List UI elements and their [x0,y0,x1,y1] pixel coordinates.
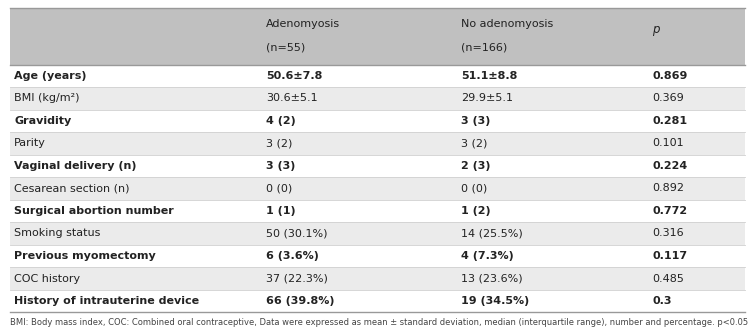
Bar [10,132,745,155]
Bar [10,110,745,132]
Text: p: p [652,23,660,36]
Text: History of intrauterine device: History of intrauterine device [14,296,200,306]
Text: 66 (39.8%): 66 (39.8%) [266,296,334,306]
Text: Vaginal delivery (n): Vaginal delivery (n) [14,161,136,171]
Text: 4 (2): 4 (2) [266,116,296,126]
Text: 29.9±5.1: 29.9±5.1 [461,94,513,103]
Text: 1 (2): 1 (2) [461,206,490,216]
Text: 6 (3.6%): 6 (3.6%) [266,251,320,261]
Text: (n=55): (n=55) [266,43,305,53]
Text: 3 (2): 3 (2) [461,138,488,148]
Text: (n=166): (n=166) [461,43,508,53]
Bar [10,222,745,245]
Bar [10,64,745,87]
Text: Gravidity: Gravidity [14,116,71,126]
Text: 0.369: 0.369 [652,94,684,103]
Text: 3 (2): 3 (2) [266,138,292,148]
Bar [10,87,745,110]
Text: 0.869: 0.869 [652,71,688,81]
Text: 37 (22.3%): 37 (22.3%) [266,274,328,284]
Text: COC history: COC history [14,274,80,284]
Text: 0.316: 0.316 [652,228,684,238]
Bar [10,155,745,177]
Text: 0.772: 0.772 [652,206,688,216]
Text: 0.101: 0.101 [652,138,684,148]
Text: 19 (34.5%): 19 (34.5%) [461,296,530,306]
Text: Surgical abortion number: Surgical abortion number [14,206,174,216]
Text: 50 (30.1%): 50 (30.1%) [266,228,328,238]
Text: 3 (3): 3 (3) [461,116,490,126]
Text: 0.3: 0.3 [652,296,672,306]
Bar [10,177,745,200]
Text: 0.224: 0.224 [652,161,688,171]
Text: 0 (0): 0 (0) [461,183,488,193]
Text: BMI (kg/m²): BMI (kg/m²) [14,94,80,103]
Bar [10,267,745,290]
Bar [10,290,745,312]
Text: 0.117: 0.117 [652,251,688,261]
Text: 0.892: 0.892 [652,183,685,193]
Text: 13 (23.6%): 13 (23.6%) [461,274,523,284]
Text: Parity: Parity [14,138,46,148]
Text: Age (years): Age (years) [14,71,87,81]
Text: 4 (7.3%): 4 (7.3%) [461,251,514,261]
Text: Adenomyosis: Adenomyosis [266,18,340,28]
Text: 0 (0): 0 (0) [266,183,292,193]
Text: Previous myomectomy: Previous myomectomy [14,251,156,261]
Text: 14 (25.5%): 14 (25.5%) [461,228,523,238]
Text: BMI: Body mass index, COC: Combined oral contraceptive, Data were expressed as m: BMI: Body mass index, COC: Combined oral… [10,318,750,327]
Text: 1 (1): 1 (1) [266,206,296,216]
Bar [10,200,745,222]
Text: 0.485: 0.485 [652,274,684,284]
Bar [10,245,745,267]
Text: Cesarean section (n): Cesarean section (n) [14,183,130,193]
Text: No adenomyosis: No adenomyosis [461,18,554,28]
Text: 3 (3): 3 (3) [266,161,296,171]
Text: 2 (3): 2 (3) [461,161,490,171]
Text: 0.281: 0.281 [652,116,688,126]
Text: 50.6±7.8: 50.6±7.8 [266,71,322,81]
Bar [10,8,745,64]
Text: Smoking status: Smoking status [14,228,100,238]
Text: 51.1±8.8: 51.1±8.8 [461,71,518,81]
Text: 30.6±5.1: 30.6±5.1 [266,94,318,103]
